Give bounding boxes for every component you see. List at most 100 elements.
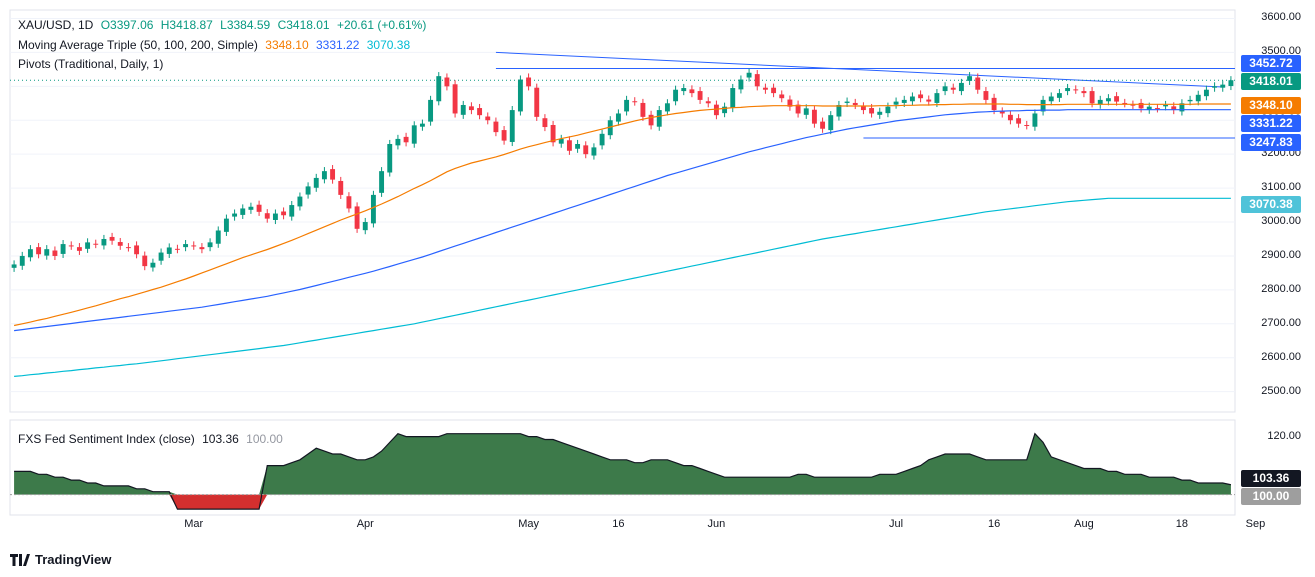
candle-body [281, 211, 287, 216]
candle-body [85, 242, 91, 249]
pivot-support-tag: 3247.83 [1241, 134, 1301, 151]
candle-body [526, 77, 532, 87]
candle-body [860, 106, 866, 111]
price-pane-border [9, 9, 1236, 413]
candle-body [664, 103, 670, 112]
candle-body [517, 79, 523, 112]
candle-body [632, 101, 638, 103]
time-tick-label: May [518, 518, 539, 530]
candle-body [354, 206, 360, 229]
candle-body [885, 106, 891, 114]
trendline [495, 51, 1223, 88]
candle-body [599, 133, 605, 146]
candle-body [27, 249, 33, 258]
last-price-tag: 3418.01 [1241, 73, 1301, 90]
candle-body [983, 91, 989, 100]
candle-body [436, 76, 442, 102]
price-tick-label: 2700.00 [1261, 316, 1301, 329]
candle-body [550, 125, 556, 143]
candle-body [689, 89, 695, 94]
candle-body [1105, 98, 1111, 102]
candle-body [207, 242, 213, 248]
ma200-value: 3070.38 [366, 38, 411, 52]
candle-body [1154, 108, 1160, 110]
candle-body [673, 89, 679, 102]
change-value: +20.61 (+0.61%) [336, 18, 427, 32]
candle-body [1130, 104, 1136, 106]
sentiment-tick-label: 120.00 [1267, 429, 1301, 442]
candle-body [338, 180, 344, 195]
candle-body [615, 113, 621, 122]
sentiment-pane-border [9, 419, 1236, 516]
candle-body [1228, 80, 1234, 86]
pivots-legend: Pivots (Traditional, Daily, 1) [18, 57, 167, 71]
candle-body [183, 244, 189, 248]
candle-body [771, 87, 777, 94]
candle-body [1097, 99, 1103, 105]
ma100-line [14, 109, 1231, 332]
candle-body [1171, 106, 1177, 111]
candle-body [134, 245, 140, 255]
candle-body [1048, 96, 1054, 102]
ma50-value: 3348.10 [265, 38, 309, 52]
pivot-lines [10, 51, 1235, 139]
time-tick-label: Aug [1074, 518, 1094, 530]
ma-legend: Moving Average Triple (50, 100, 200, Sim… [18, 38, 414, 52]
tradingview-brand[interactable]: TradingView [10, 552, 111, 567]
time-tick-label: 18 [1175, 518, 1189, 530]
candle-body [305, 186, 311, 195]
time-tick-label: Jun [707, 518, 726, 530]
candle-body [1203, 89, 1209, 97]
candle-body [19, 255, 25, 266]
candle-body [909, 96, 915, 102]
candle-body [918, 94, 924, 99]
candle-body [950, 87, 956, 90]
time-tick-label: Mar [184, 518, 204, 530]
candle-body [411, 125, 417, 144]
candle-body [762, 87, 768, 90]
symbol-label[interactable]: XAU/USD, 1D [18, 18, 94, 32]
candle-body [297, 196, 303, 207]
ma50-line [13, 103, 1231, 327]
close-value: C3418.01 [277, 18, 330, 32]
candle-body [591, 147, 597, 156]
candle-body [1040, 99, 1046, 112]
brand-label: TradingView [35, 552, 112, 567]
candle-body [101, 238, 107, 246]
candle-body [738, 79, 744, 90]
sentiment-label[interactable]: FXS Fed Sentiment Index (close) [18, 432, 195, 446]
candle-body [60, 244, 66, 254]
candle-body [493, 121, 499, 133]
ma-label[interactable]: Moving Average Triple (50, 100, 200, Sim… [18, 38, 258, 52]
time-tick-label: 16 [612, 518, 625, 530]
candle-body [893, 101, 899, 105]
candle-body [240, 208, 246, 215]
candle-body [934, 93, 940, 103]
candle-body [1007, 114, 1013, 121]
candle-body [730, 88, 736, 109]
candlestick-series [11, 68, 1234, 272]
ma100-tag: 3331.22 [1241, 115, 1301, 132]
sentiment-value: 103.36 [202, 432, 239, 446]
candle-body [1195, 94, 1201, 102]
candle-body [852, 102, 858, 105]
candle-body [1179, 103, 1185, 112]
candle-body [713, 104, 719, 116]
sentiment-tag: 103.36 [1241, 470, 1301, 487]
sentiment-base-tag: 100.00 [1241, 488, 1301, 505]
ma100-value: 3331.22 [316, 38, 360, 52]
candle-body [403, 136, 409, 143]
candle-body [117, 242, 123, 246]
candle-body [264, 213, 270, 219]
candle-body [370, 194, 376, 224]
candle-body [460, 104, 466, 115]
pivots-label[interactable]: Pivots (Traditional, Daily, 1) [18, 57, 164, 71]
sentiment-baseline-value: 100.00 [246, 432, 283, 446]
candle-body [174, 248, 180, 250]
sentiment-area [10, 432, 1235, 510]
sentiment-legend: FXS Fed Sentiment Index (close) 103.36 1… [18, 432, 287, 446]
candle-body [787, 99, 793, 107]
candle-body [1081, 91, 1087, 94]
candle-body [346, 196, 352, 209]
